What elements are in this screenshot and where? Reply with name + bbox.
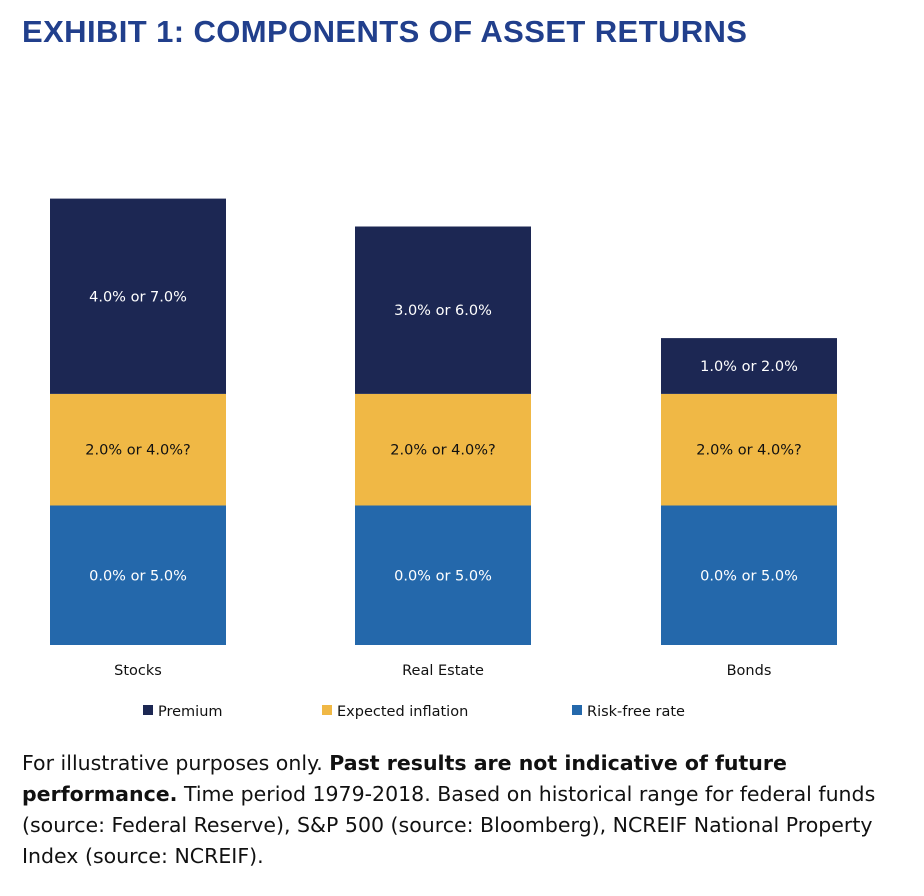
bar-stocks-riskfree — [50, 505, 226, 645]
footnote-rest: Time period 1979-2018. Based on historic… — [22, 782, 876, 868]
legend-label-premium: Premium — [158, 704, 223, 720]
data-label-bonds-premium: 1.0% or 2.0% — [700, 359, 798, 375]
bar-bonds-riskfree — [661, 505, 837, 645]
footnote-lead: For illustrative purposes only. — [22, 751, 323, 775]
bar-real-estate-premium — [355, 226, 531, 394]
stacked-bar-chart: 0.0% or 5.0% 2.0% or 4.0%? 4.0% or 7.0% Sto… — [50, 198, 837, 720]
footnote-bold: Past results are not indicative of futur… — [22, 751, 787, 806]
category-label-real-estate: Real Estate — [402, 663, 484, 679]
legend-swatch-premium — [143, 705, 153, 715]
bar-stocks-premium — [50, 198, 226, 394]
category-label-bonds: Bonds — [727, 663, 772, 679]
bar-real-estate-riskfree — [355, 505, 531, 645]
category-label-stocks: Stocks — [114, 663, 162, 679]
exhibit-title: EXHIBIT 1: COMPONENTS OF ASSET RETURNS — [22, 14, 748, 49]
legend-swatch-expected-inflation — [322, 705, 332, 715]
bar-real-estate-inflation — [355, 393, 531, 506]
data-label-stocks-riskfree: 0.0% or 5.0% — [89, 568, 187, 584]
legend-label-expected-inflation: Expected inflation — [337, 704, 468, 720]
bar-stocks-inflation — [50, 393, 226, 506]
footnote: For illustrative purposes only. Past res… — [22, 748, 902, 872]
data-label-stocks-inflation: 2.0% or 4.0%? — [85, 443, 190, 459]
data-label-bonds-inflation: 2.0% or 4.0%? — [696, 443, 801, 459]
data-label-real-estate-premium: 3.0% or 6.0% — [394, 303, 492, 319]
data-label-real-estate-inflation: 2.0% or 4.0%? — [390, 443, 495, 459]
data-label-bonds-riskfree: 0.0% or 5.0% — [700, 568, 798, 584]
bar-bonds-premium — [661, 338, 837, 394]
data-label-stocks-premium: 4.0% or 7.0% — [89, 289, 187, 305]
legend-swatch-risk-free-rate — [572, 705, 582, 715]
bar-bonds-inflation — [661, 393, 837, 506]
legend-label-risk-free-rate: Risk-free rate — [587, 704, 685, 720]
data-label-real-estate-riskfree: 0.0% or 5.0% — [394, 568, 492, 584]
